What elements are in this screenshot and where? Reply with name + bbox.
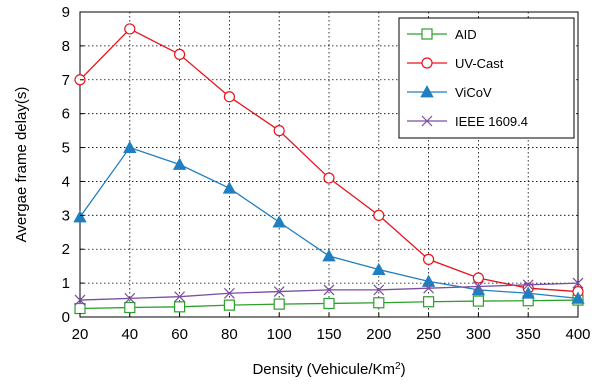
y-tick-label: 0 [62, 309, 70, 326]
data-point-vicov [123, 140, 137, 153]
legend-label: AID [455, 27, 477, 42]
data-point-aid [323, 297, 335, 310]
y-tick-label: 4 [62, 173, 70, 190]
series-vicov [73, 140, 585, 304]
data-point-aid [74, 302, 86, 315]
y-tick-label: 5 [62, 140, 70, 157]
series-line-vicov [79, 146, 579, 300]
data-point-aid [124, 301, 136, 314]
x-tick-label: 20 [72, 326, 89, 343]
data-point-ieee-1609-4 [74, 294, 86, 306]
data-point-vicov [521, 286, 535, 299]
series-group [73, 23, 585, 315]
data-point-ieee-1609-4 [522, 279, 534, 291]
legend-item-ieee-1609-4: IEEE 1609.4 [407, 114, 528, 129]
x-tick-label: 350 [516, 326, 541, 343]
legend-marker [421, 28, 433, 40]
data-point-uv-cast [472, 272, 484, 284]
legend-label: IEEE 1609.4 [455, 114, 528, 129]
x-axis-ticks: 20 40 60 80 100 150 200 250 300 350 400 [72, 313, 591, 343]
legend-marker [421, 57, 433, 69]
data-point-ieee-1609-4 [472, 281, 484, 292]
y-axis-ticks: 0 1 2 3 4 5 6 7 8 9 [62, 4, 84, 326]
data-point-ieee-1609-4 [124, 292, 136, 304]
data-point-vicov [222, 181, 237, 194]
data-point-vicov [571, 291, 585, 304]
data-point-ieee-1609-4 [373, 284, 385, 296]
data-point-uv-cast [124, 23, 136, 35]
data-point-vicov [172, 157, 187, 170]
data-point-vicov [272, 215, 286, 228]
data-point-vicov [322, 249, 336, 262]
x-tick-label: 250 [416, 326, 441, 343]
data-point-uv-cast [273, 125, 285, 137]
legend-label: UV-Cast [455, 56, 504, 71]
y-tick-label: 3 [62, 207, 70, 224]
y-tick-label: 1 [62, 275, 70, 292]
x-tick-label: 300 [466, 326, 491, 343]
legend-marker [421, 115, 433, 127]
x-tick-label: 100 [267, 326, 292, 343]
data-point-aid [423, 296, 435, 308]
y-axis-title: Avergae frame delay(s) [13, 87, 30, 243]
data-point-ieee-1609-4 [273, 286, 285, 298]
x-tick-label: 60 [171, 326, 188, 343]
series-ieee-1609-4 [74, 277, 584, 306]
data-point-uv-cast [223, 91, 235, 103]
data-point-ieee-1609-4 [323, 284, 335, 296]
data-point-aid [373, 297, 385, 309]
legend: AID UV-Cast ViCoV IEEE 1609.4 [398, 17, 575, 139]
y-tick-label: 6 [62, 106, 70, 123]
x-tick-label: 40 [121, 326, 138, 343]
data-point-vicov [372, 262, 386, 275]
data-point-ieee-1609-4 [423, 282, 435, 294]
y-tick-label: 8 [62, 38, 70, 55]
data-point-ieee-1609-4 [174, 291, 186, 303]
data-point-ieee-1609-4 [223, 287, 235, 299]
legend-item-uv-cast: UV-Cast [407, 56, 504, 71]
x-tick-label: 80 [221, 326, 238, 343]
y-tick-label: 9 [62, 4, 70, 21]
data-point-uv-cast [323, 172, 335, 184]
legend-item-aid: AID [407, 27, 477, 42]
legend-marker [420, 85, 434, 98]
x-tick-label: 400 [565, 326, 590, 343]
x-tick-label: 200 [366, 326, 391, 343]
y-tick-label: 2 [62, 241, 70, 258]
data-point-uv-cast [174, 48, 186, 60]
data-point-vicov [73, 210, 87, 223]
data-point-aid [273, 298, 285, 310]
data-point-aid [472, 295, 484, 307]
legend-item-vicov: ViCoV [407, 85, 492, 100]
y-tick-label: 7 [62, 72, 70, 89]
data-point-uv-cast [373, 209, 385, 221]
data-point-vicov [421, 274, 436, 287]
data-point-uv-cast [423, 253, 435, 265]
data-point-aid [223, 299, 235, 311]
x-tick-label: 150 [316, 326, 341, 343]
data-point-aid [174, 301, 186, 313]
legend-label: ViCoV [455, 85, 492, 100]
x-axis-title: Density (Vehicule/Km2) [252, 361, 405, 379]
data-point-ieee-1609-4 [572, 277, 584, 289]
